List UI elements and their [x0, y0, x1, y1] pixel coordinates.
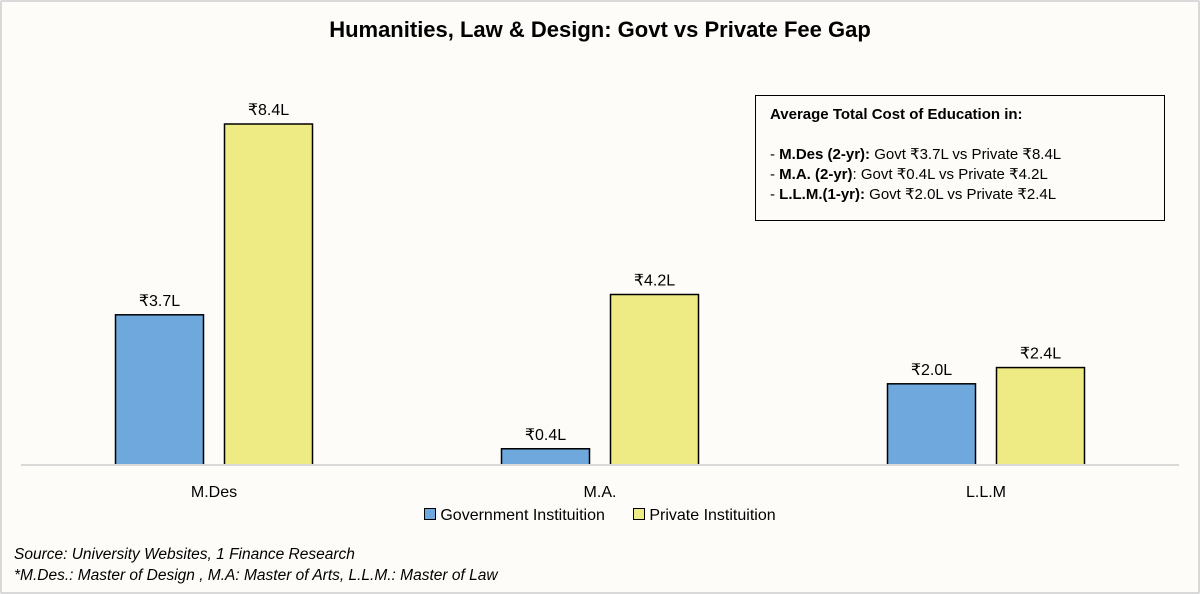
legend-item-government: Government Instituition — [424, 507, 605, 525]
category-labels-group: M.Des M.A. L.L.M — [191, 484, 1006, 501]
data-label-m-a-government: ₹0.4L — [525, 427, 566, 444]
footnotes: Source: University Websites, 1 Finance R… — [14, 544, 498, 586]
data-label-m-des-government: ₹3.7L — [139, 293, 180, 310]
bar-m-des-private — [223, 123, 314, 466]
summary-line-mdes: - M.Des (2-yr): Govt ₹3.7L vs Private ₹8… — [770, 145, 1164, 165]
summary-prefix: - — [770, 146, 780, 163]
legend-label-government: Government Instituition — [440, 507, 605, 524]
data-label-l-l-m-private: ₹2.4L — [1020, 346, 1061, 363]
abbreviation-note: *M.Des.: Master of Design , M.A: Master … — [14, 567, 498, 584]
x-tick-label-l-l-m: L.L.M — [966, 484, 1006, 501]
legend: Government Instituition Private Institui… — [0, 507, 1200, 525]
summary-program: M.Des (2-yr): — [779, 146, 871, 163]
summary-values: : Govt ₹0.4L vs Private ₹4.2L — [852, 166, 1048, 183]
bar-m-des-government — [114, 314, 205, 466]
chart-title: Humanities, Law & Design: Govt vs Privat… — [329, 17, 871, 42]
bar-l-l-m-private — [995, 366, 1086, 466]
summary-program: L.L.M.(1-yr): — [779, 186, 865, 203]
summary-annotation-box: Average Total Cost of Education in: - M.… — [755, 95, 1165, 221]
summary-prefix: - — [770, 186, 780, 203]
bar-l-l-m-government — [886, 383, 977, 466]
bar-m-a-government — [500, 448, 591, 466]
data-label-m-des-private: ₹8.4L — [248, 102, 289, 119]
x-tick-label-m-des: M.Des — [191, 484, 237, 501]
legend-item-private: Private Instituition — [633, 507, 776, 525]
legend-swatch-government — [424, 508, 437, 520]
source-note: Source: University Websites, 1 Finance R… — [14, 546, 355, 563]
summary-heading: Average Total Cost of Education in: — [770, 106, 1023, 123]
summary-line-llm: - L.L.M.(1-yr): Govt ₹2.0L vs Private ₹2… — [770, 185, 1164, 205]
summary-prefix: - — [770, 166, 780, 183]
data-label-l-l-m-government: ₹2.0L — [911, 362, 952, 379]
data-label-m-a-private: ₹4.2L — [634, 273, 675, 290]
summary-program: M.A. (2-yr) — [779, 166, 853, 183]
value-labels-group: ₹3.7L ₹8.4L ₹0.4L ₹4.2L ₹2.0L ₹2.4L — [139, 102, 1061, 444]
legend-swatch-private — [633, 508, 646, 520]
summary-line-ma: - M.A. (2-yr): Govt ₹0.4L vs Private ₹4.… — [770, 165, 1164, 185]
legend-label-private: Private Instituition — [649, 507, 776, 524]
bars-group — [114, 123, 1086, 466]
bar-m-a-private — [609, 293, 700, 466]
summary-values: Govt ₹3.7L vs Private ₹8.4L — [870, 146, 1062, 163]
x-tick-label-m-a: M.A. — [584, 484, 617, 501]
summary-values: Govt ₹2.0L vs Private ₹2.4L — [865, 186, 1057, 203]
